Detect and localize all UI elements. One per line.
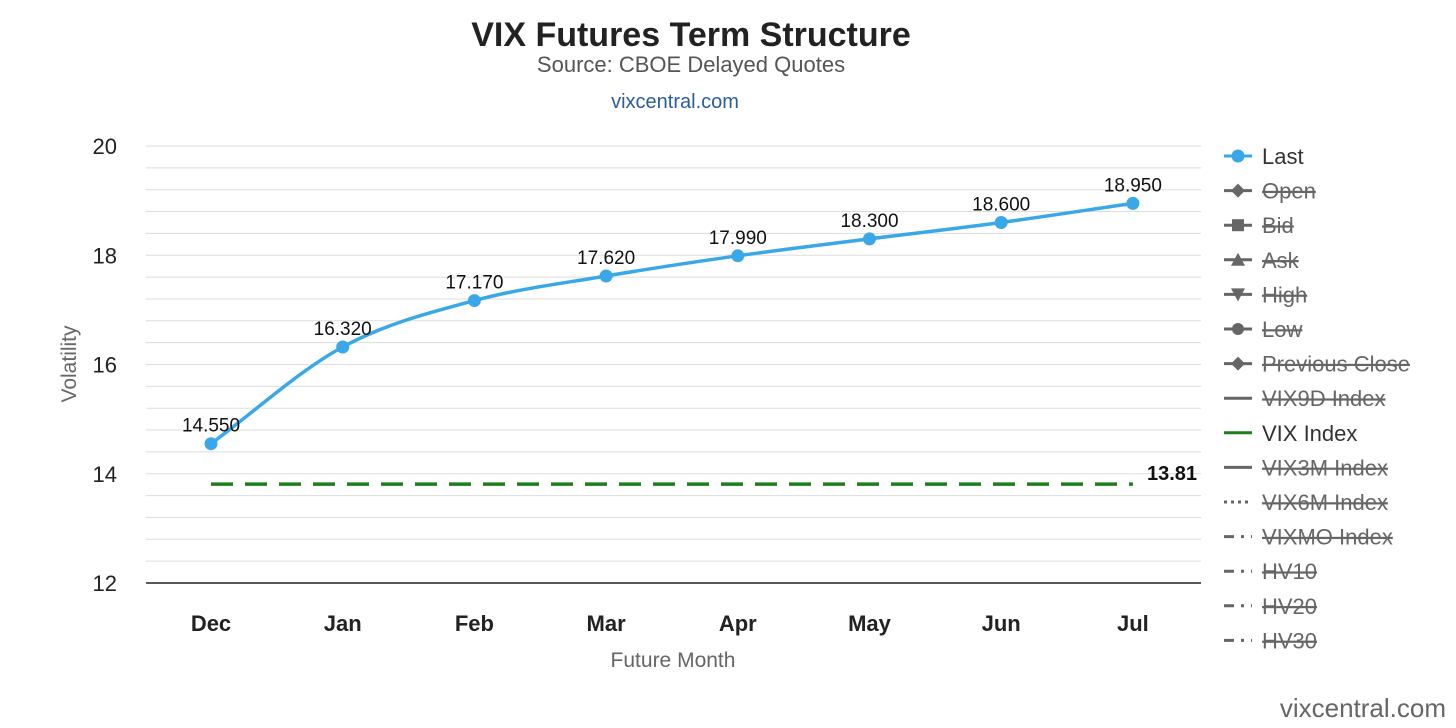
credit-text: vixcentral.com bbox=[1280, 693, 1446, 723]
legend-label: Open bbox=[1262, 179, 1316, 204]
last-data-point[interactable] bbox=[863, 232, 876, 246]
legend-circle-icon bbox=[1232, 323, 1244, 335]
last-data-point[interactable] bbox=[731, 249, 745, 263]
legend-item-hv10[interactable]: HV10 bbox=[1224, 559, 1317, 584]
legend-square-icon bbox=[1232, 219, 1244, 232]
source-link[interactable]: vixcentral.com bbox=[611, 91, 739, 113]
chart-title: VIX Futures Term Structure bbox=[471, 16, 911, 54]
x-tick-label: Jun bbox=[982, 611, 1021, 636]
legend-item-open[interactable]: Open bbox=[1224, 179, 1316, 204]
legend: Last Open Bid Ask High Low Previous Close VIX9D… bbox=[1224, 144, 1410, 653]
x-tick-label: Jan bbox=[324, 611, 362, 636]
legend-label: HV20 bbox=[1262, 594, 1317, 619]
legend-item-ask[interactable]: Ask bbox=[1224, 248, 1300, 273]
legend-label: Previous Close bbox=[1262, 352, 1410, 377]
legend-label: VIX6M Index bbox=[1262, 490, 1388, 515]
legend-item-bid[interactable]: Bid bbox=[1224, 213, 1294, 238]
chart-subtitle: Source: CBOE Delayed Quotes bbox=[537, 52, 845, 77]
last-data-point[interactable] bbox=[467, 294, 481, 308]
legend-label: Last bbox=[1262, 144, 1304, 169]
last-data-point[interactable] bbox=[1126, 196, 1140, 210]
legend-item-high[interactable]: High bbox=[1224, 282, 1307, 307]
y-tick-label: 14 bbox=[93, 462, 117, 487]
legend-item-low[interactable]: Low bbox=[1224, 317, 1302, 342]
last-data-point[interactable] bbox=[336, 340, 350, 354]
y-axis-ticks: 12 14 16 18 20 bbox=[93, 134, 117, 596]
legend-item-hv20[interactable]: HV20 bbox=[1224, 594, 1317, 619]
x-tick-label: Mar bbox=[587, 611, 627, 636]
legend-item-last[interactable]: Last bbox=[1224, 144, 1304, 169]
legend-label: VIX Index bbox=[1262, 421, 1357, 446]
legend-item-vixmo-index[interactable]: VIXMO Index bbox=[1224, 525, 1393, 550]
last-data-label: 16.320 bbox=[314, 319, 372, 340]
x-tick-label: Apr bbox=[719, 611, 757, 636]
last-data-label: 14.550 bbox=[182, 416, 240, 437]
legend-label: Ask bbox=[1262, 248, 1300, 273]
legend-item-hv30[interactable]: HV30 bbox=[1224, 628, 1317, 653]
last-data-label: 17.620 bbox=[577, 248, 635, 269]
legend-label: Low bbox=[1262, 317, 1302, 342]
last-data-label: 17.170 bbox=[445, 273, 503, 294]
x-tick-label: Feb bbox=[455, 611, 494, 636]
x-tick-label: Jul bbox=[1117, 611, 1149, 636]
y-tick-label: 20 bbox=[93, 134, 117, 159]
legend-diamond-icon bbox=[1231, 356, 1245, 371]
x-axis-ticks: Dec Jan Feb Mar Apr May Jun Jul bbox=[191, 611, 1149, 636]
last-data-point[interactable] bbox=[994, 215, 1008, 229]
x-tick-label: Dec bbox=[191, 611, 231, 636]
legend-diamond-icon bbox=[1231, 183, 1245, 198]
legend-label: High bbox=[1262, 282, 1307, 307]
x-axis-label: Future Month bbox=[611, 649, 736, 672]
legend-label: HV30 bbox=[1262, 628, 1317, 653]
last-data-label: 18.950 bbox=[1104, 175, 1162, 196]
last-data-label: 17.990 bbox=[709, 228, 767, 249]
y-axis-label: Volatility bbox=[58, 325, 81, 403]
legend-item-vix-index[interactable]: VIX Index bbox=[1224, 421, 1357, 446]
y-tick-label: 12 bbox=[93, 571, 117, 596]
vix-index-value-label: 13.81 bbox=[1147, 463, 1197, 485]
legend-label: Bid bbox=[1262, 213, 1294, 238]
y-tick-label: 18 bbox=[93, 243, 117, 268]
x-tick-label: May bbox=[848, 611, 892, 636]
legend-label: VIX9D Index bbox=[1262, 386, 1386, 411]
last-data-point[interactable] bbox=[204, 437, 218, 451]
last-data-label: 18.300 bbox=[840, 211, 898, 232]
legend-label: HV10 bbox=[1262, 559, 1317, 584]
legend-label: VIX3M Index bbox=[1262, 455, 1388, 480]
legend-item-vix6m-index[interactable]: VIX6M Index bbox=[1224, 490, 1388, 515]
plot-series: 13.81 14.550 16.320 17.170 17.620 17.990 18.30… bbox=[182, 175, 1197, 486]
y-tick-label: 16 bbox=[93, 353, 117, 378]
last-data-label: 18.600 bbox=[972, 194, 1030, 215]
grid-lines bbox=[146, 145, 1201, 562]
legend-item-vix3m-index[interactable]: VIX3M Index bbox=[1224, 455, 1388, 480]
legend-item-vix9d-index[interactable]: VIX9D Index bbox=[1224, 386, 1386, 411]
legend-label: VIXMO Index bbox=[1262, 525, 1393, 550]
last-data-point[interactable] bbox=[599, 269, 613, 283]
legend-circle-icon bbox=[1231, 149, 1245, 163]
legend-item-previous-close[interactable]: Previous Close bbox=[1224, 352, 1410, 377]
legend-triangle-icon bbox=[1231, 252, 1245, 266]
legend-triangle-down-icon bbox=[1231, 288, 1245, 302]
